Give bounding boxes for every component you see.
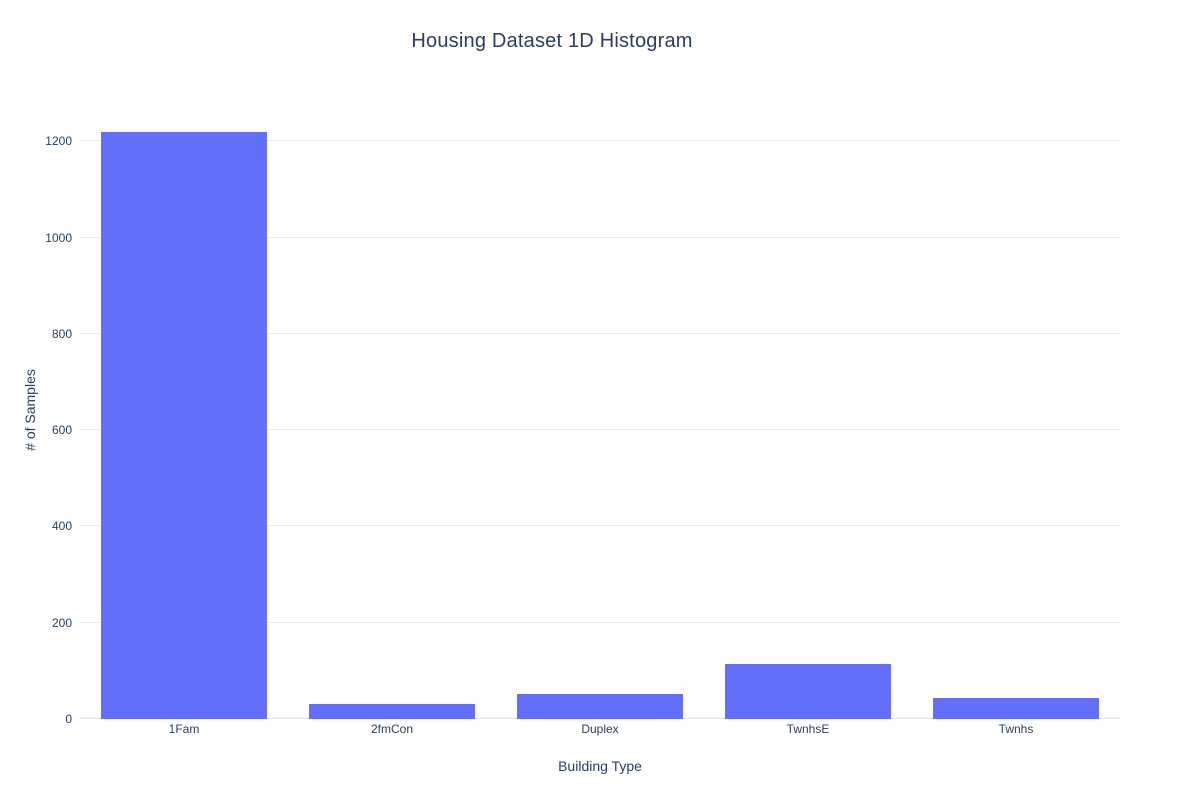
x-tick-label-1Fam: 1Fam [168, 722, 200, 736]
gridline [80, 429, 1120, 431]
y-axis-title: # of Samples [22, 369, 38, 451]
gridline [80, 236, 1120, 238]
gridline [80, 140, 1120, 142]
y-tick-label: 200 [51, 615, 72, 630]
gridline [80, 332, 1120, 334]
bar-1Fam[interactable] [101, 131, 267, 719]
x-tick-label-Twnhs: Twnhs [998, 722, 1034, 736]
y-tick-label: 0 [65, 712, 72, 726]
bar-Duplex[interactable] [517, 693, 683, 719]
bar-2fmCon[interactable] [309, 704, 475, 719]
y-tick-label: 400 [51, 519, 72, 534]
x-tick-label-Duplex: Duplex [581, 722, 619, 736]
chart-title: Housing Dataset 1D Histogram [411, 30, 693, 52]
x-tick-label-2fmCon: 2fmCon [370, 722, 414, 736]
plot-area [80, 101, 1120, 719]
gridline [80, 525, 1120, 527]
y-tick-label: 800 [51, 326, 72, 341]
y-tick-label: 600 [51, 423, 72, 438]
x-axis-title: Building Type [558, 758, 642, 774]
y-tick-label: 1000 [45, 230, 72, 245]
bar-Twnhs[interactable] [933, 698, 1099, 719]
y-tick-label: 1200 [45, 134, 72, 149]
bar-TwnhsE[interactable] [725, 664, 891, 719]
x-tick-label-TwnhsE: TwnhsE [786, 722, 830, 736]
gridline [80, 621, 1120, 623]
